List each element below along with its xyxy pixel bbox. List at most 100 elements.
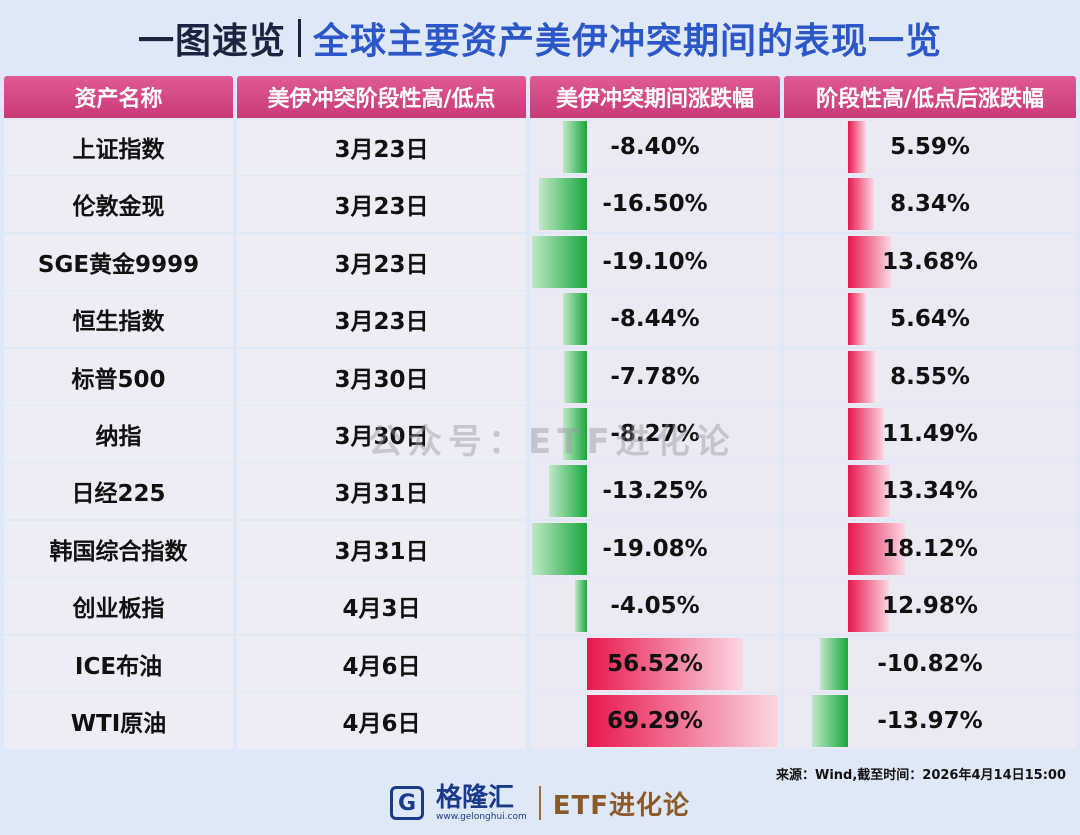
title-right: 全球主要资产美伊冲突期间的表现一览 <box>313 21 943 62</box>
asset-name-cell: 日经225 <box>4 463 233 520</box>
table-row: 恒生指数 3月23日 -8.44% 5.64% <box>4 291 1076 348</box>
after-change-cell: 13.34% <box>784 463 1076 520</box>
footer: G 格隆汇 www.gelonghui.com ETF进化论 <box>0 778 1080 828</box>
peak-date-cell: 3月23日 <box>237 119 526 175</box>
table-row: 韩国综合指数 3月31日 -19.08% 18.12% <box>4 520 1076 578</box>
asset-name-cell: WTI原油 <box>4 693 233 749</box>
asset-name-cell: 创业板指 <box>4 578 233 635</box>
after-change-label: -13.97% <box>877 708 983 734</box>
header-conflict-change: 美伊冲突期间涨跌幅 <box>530 76 780 118</box>
after-change-bar <box>848 350 875 403</box>
conflict-change-label: -16.50% <box>602 191 708 218</box>
conflict-change-bar <box>563 408 587 460</box>
after-change-cell: 18.12% <box>784 520 1076 577</box>
table-row: 标普500 3月30日 -7.78% 8.55% <box>4 348 1076 406</box>
conflict-change-label: -8.27% <box>610 421 700 447</box>
after-change-cell: 5.64% <box>784 291 1076 348</box>
conflict-change-cell: -16.50% <box>530 176 780 233</box>
after-change-cell: -10.82% <box>784 635 1076 692</box>
peak-date-cell: 3月23日 <box>237 176 526 233</box>
after-change-bar <box>820 637 848 690</box>
conflict-change-label: -4.05% <box>610 593 700 620</box>
conflict-change-bar <box>562 121 587 173</box>
footer-divider <box>538 786 541 820</box>
after-change-label: 11.49% <box>882 421 978 447</box>
header-peak-date: 美伊冲突阶段性高/低点 <box>237 76 526 118</box>
asset-name-cell: ICE布油 <box>4 635 233 692</box>
peak-date-cell: 4月3日 <box>237 578 526 635</box>
after-change-bar <box>848 121 866 173</box>
after-change-label: 8.55% <box>890 363 970 390</box>
after-change-label: 18.12% <box>882 535 978 562</box>
after-change-bar <box>812 695 848 747</box>
after-change-cell: 13.68% <box>784 233 1076 290</box>
after-change-cell: 8.34% <box>784 176 1076 233</box>
etf-brand: ETF进化论 <box>552 790 691 821</box>
table-row: ICE布油 4月6日 56.52% -10.82% <box>4 635 1076 693</box>
conflict-change-cell: -8.44% <box>530 291 780 348</box>
after-change-bar <box>848 235 892 288</box>
after-change-cell: 12.98% <box>784 578 1076 635</box>
conflict-change-bar <box>539 178 587 231</box>
conflict-change-cell: -7.78% <box>530 348 780 405</box>
after-change-label: -10.82% <box>877 650 983 677</box>
conflict-change-label: 69.29% <box>607 708 703 734</box>
title-left: 一图速览 <box>137 21 286 62</box>
conflict-change-cell: -4.05% <box>530 578 780 635</box>
brand-name: 格隆汇 <box>435 783 514 813</box>
conflict-change-cell: -19.10% <box>530 233 780 290</box>
conflict-change-label: -19.10% <box>602 248 708 275</box>
conflict-change-bar <box>531 235 587 288</box>
conflict-change-bar <box>587 637 743 690</box>
source-footnote: 来源：Wind,截至时间：2026年4月14日15:00 <box>776 768 1066 783</box>
after-change-label: 5.59% <box>890 134 970 160</box>
after-change-label: 8.34% <box>890 191 970 218</box>
asset-name-cell: 标普500 <box>4 348 233 405</box>
conflict-change-cell: 69.29% <box>530 693 780 749</box>
conflict-change-label: -19.08% <box>602 535 708 562</box>
asset-name-cell: 上证指数 <box>4 119 233 175</box>
conflict-change-bar <box>575 580 587 633</box>
conflict-change-bar <box>548 465 587 518</box>
after-change-bar <box>848 293 866 346</box>
conflict-change-label: -7.78% <box>610 363 700 390</box>
asset-name-cell: 韩国综合指数 <box>4 520 233 577</box>
brand-block: 格隆汇 www.gelonghui.com <box>436 784 527 822</box>
after-change-bar <box>848 178 875 231</box>
conflict-change-bar <box>562 293 587 346</box>
table-row: WTI原油 4月6日 69.29% -13.97% <box>4 693 1076 750</box>
conflict-change-bar <box>564 350 587 403</box>
peak-date-cell: 3月30日 <box>237 348 526 405</box>
after-change-bar <box>848 522 906 575</box>
asset-name-cell: 恒生指数 <box>4 291 233 348</box>
after-change-cell: 11.49% <box>784 406 1076 462</box>
conflict-change-cell: -13.25% <box>530 463 780 520</box>
peak-date-cell: 3月23日 <box>237 291 526 348</box>
conflict-change-label: -8.40% <box>610 134 700 160</box>
gelonghui-logo-icon: G <box>389 786 424 820</box>
after-change-label: 13.34% <box>882 478 978 505</box>
conflict-change-label: -8.44% <box>610 306 700 333</box>
brand-url: www.gelonghui.com <box>435 812 527 822</box>
asset-name-cell: SGE黄金9999 <box>4 233 233 290</box>
peak-date-cell: 3月23日 <box>237 233 526 290</box>
after-change-label: 13.68% <box>882 248 978 275</box>
asset-name-cell: 纳指 <box>4 406 233 462</box>
peak-date-cell: 4月6日 <box>237 635 526 692</box>
header-after-change: 阶段性高/低点后涨跌幅 <box>784 76 1076 118</box>
table-row: 纳指 3月30日 -8.27% 11.49% <box>4 406 1076 463</box>
table-row: 日经225 3月31日 -13.25% 13.34% <box>4 463 1076 520</box>
conflict-change-cell: -19.08% <box>530 520 780 577</box>
after-change-cell: 8.55% <box>784 348 1076 405</box>
conflict-change-bar <box>587 695 779 747</box>
after-change-label: 12.98% <box>882 593 978 620</box>
after-change-bar <box>848 465 891 518</box>
title-bar: 一图速览 全球主要资产美伊冲突期间的表现一览 <box>0 0 1080 76</box>
conflict-change-bar <box>531 522 587 575</box>
title-divider <box>298 19 301 57</box>
peak-date-cell: 3月31日 <box>237 463 526 520</box>
after-change-bar <box>848 580 889 633</box>
peak-date-cell: 4月6日 <box>237 693 526 749</box>
peak-date-cell: 3月30日 <box>237 406 526 462</box>
conflict-change-label: 56.52% <box>607 650 703 677</box>
